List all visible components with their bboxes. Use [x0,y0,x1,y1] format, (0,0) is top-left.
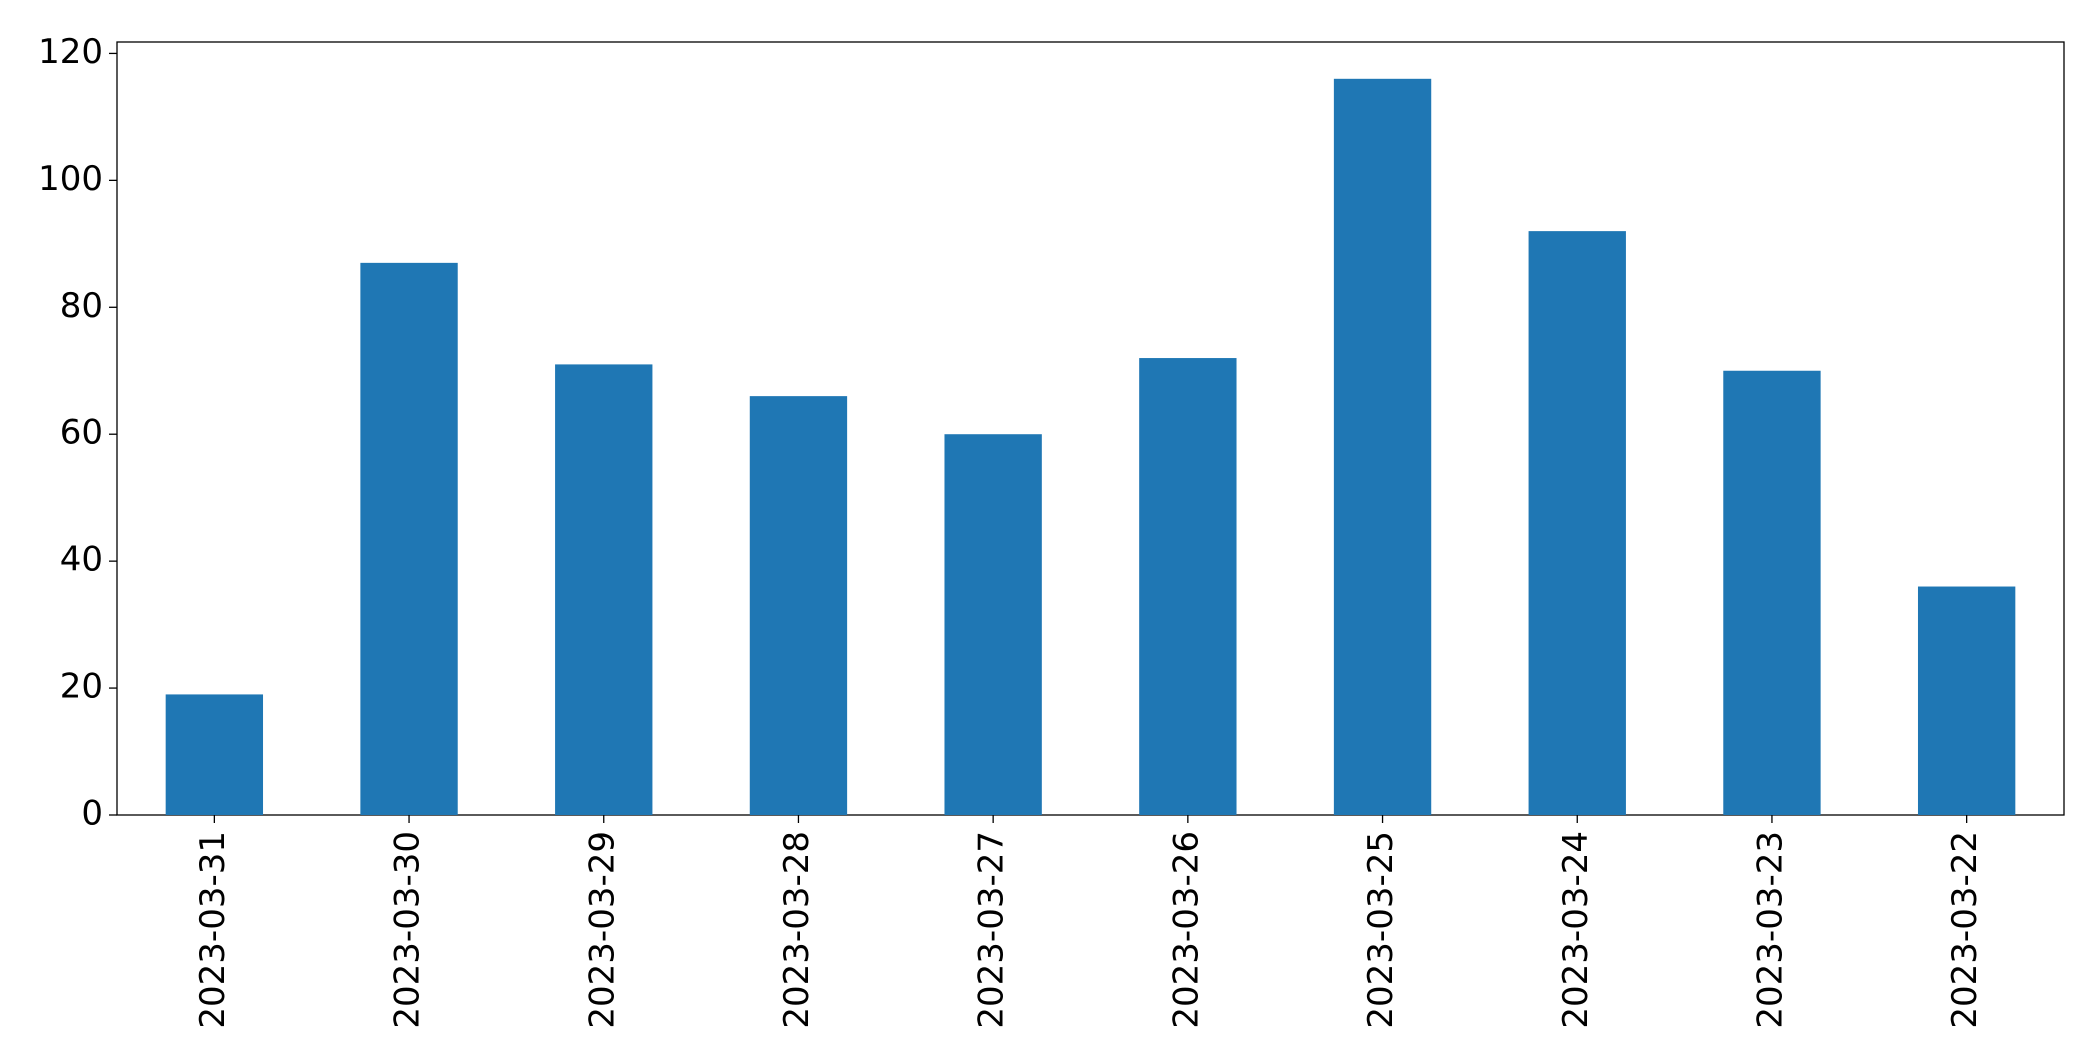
x-tick-label: 2023-03-28 [777,831,817,1029]
x-tick-label: 2023-03-27 [972,831,1012,1029]
x-tick-label: 2023-03-22 [1945,831,1985,1029]
y-tick-label: 80 [60,286,103,326]
bar [749,396,848,815]
bar [1723,370,1821,815]
bar [555,364,653,815]
y-tick-label: 40 [60,540,103,580]
y-tick-label: 0 [81,794,103,834]
plot-frame [116,41,2065,816]
x-tick-label: 2023-03-26 [1166,831,1206,1029]
bar [1528,231,1626,815]
bar [1139,358,1237,815]
x-tick-label: 2023-03-29 [582,831,622,1029]
x-tick-label: 2023-03-30 [388,831,428,1029]
y-tick-label: 120 [38,32,103,72]
bar [944,434,1042,815]
x-tick-label: 2023-03-24 [1556,831,1596,1029]
bar [1333,78,1432,816]
x-tick-label: 2023-03-25 [1361,831,1401,1029]
y-tick-label: 60 [60,413,103,453]
bar [165,694,264,815]
bar [360,262,458,815]
x-tick-label: 2023-03-31 [193,831,233,1029]
y-tick-label: 100 [38,159,103,199]
y-tick-label: 20 [60,667,103,707]
x-tick-label: 2023-03-23 [1750,831,1790,1029]
bar [1917,586,2016,815]
